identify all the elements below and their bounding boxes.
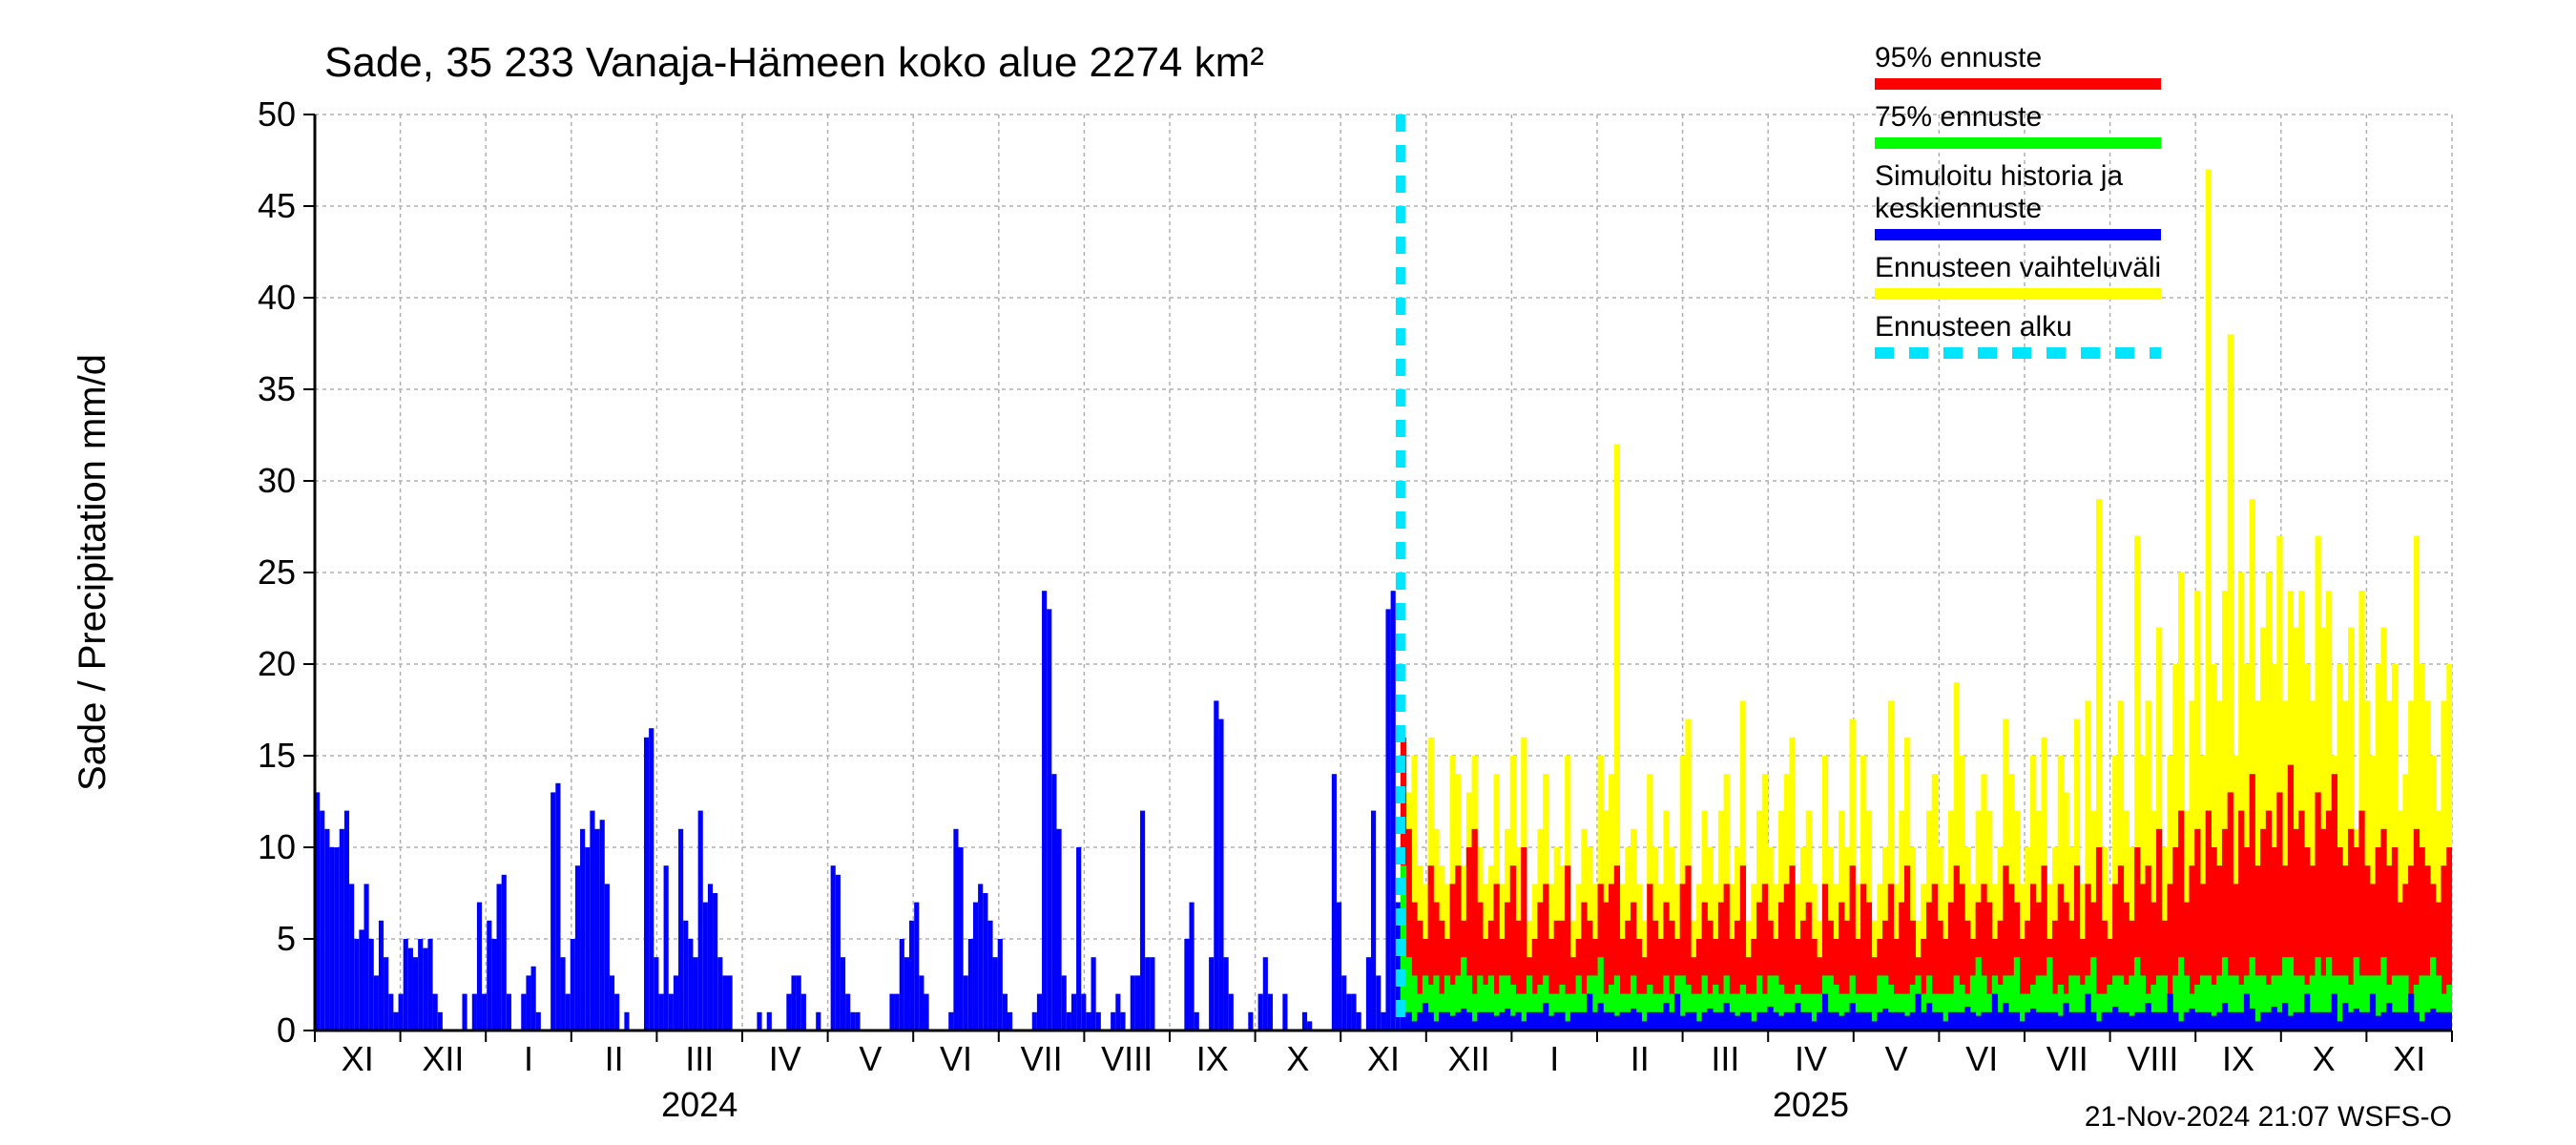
svg-text:2025: 2025 (1773, 1085, 1849, 1124)
svg-text:75% ennuste: 75% ennuste (1875, 101, 2042, 133)
svg-text:0: 0 (277, 1010, 296, 1050)
svg-text:VIII: VIII (1101, 1039, 1153, 1078)
svg-text:35: 35 (258, 369, 296, 408)
svg-text:XII: XII (1448, 1039, 1490, 1078)
svg-text:II: II (1631, 1039, 1650, 1078)
svg-text:IX: IX (2222, 1039, 2254, 1078)
svg-text:XI: XI (2393, 1039, 2425, 1078)
precipitation-chart: 05101520253035404550XIXIIIIIIIIIVVVIVIIV… (0, 0, 2576, 1145)
svg-text:III: III (685, 1039, 714, 1078)
svg-text:III: III (1711, 1039, 1739, 1078)
svg-text:45: 45 (258, 186, 296, 225)
svg-text:30: 30 (258, 461, 296, 500)
svg-text:II: II (605, 1039, 624, 1078)
svg-text:20: 20 (258, 644, 296, 683)
svg-text:Ennusteen alku: Ennusteen alku (1875, 311, 2072, 343)
svg-text:XII: XII (422, 1039, 464, 1078)
y-axis-label: Sade / Precipitation mm/d (72, 354, 114, 791)
chart-title: Sade, 35 233 Vanaja-Hämeen koko alue 227… (324, 39, 1264, 86)
svg-text:10: 10 (258, 827, 296, 866)
svg-text:95% ennuste: 95% ennuste (1875, 42, 2042, 73)
svg-text:XI: XI (1367, 1039, 1400, 1078)
svg-text:V: V (1885, 1039, 1908, 1078)
svg-text:VII: VII (1021, 1039, 1063, 1078)
svg-text:IV: IV (1795, 1039, 1827, 1078)
svg-text:XI: XI (342, 1039, 374, 1078)
svg-text:X: X (1286, 1039, 1309, 1078)
svg-text:VI: VI (940, 1039, 972, 1078)
svg-text:15: 15 (258, 736, 296, 775)
chart-footer: 21-Nov-2024 21:07 WSFS-O (2085, 1101, 2452, 1133)
svg-text:5: 5 (277, 919, 296, 958)
svg-text:I: I (524, 1039, 533, 1078)
svg-text:IX: IX (1196, 1039, 1229, 1078)
svg-text:X: X (2313, 1039, 2336, 1078)
svg-text:VII: VII (2046, 1039, 2088, 1078)
svg-text:IV: IV (769, 1039, 801, 1078)
svg-text:keskiennuste: keskiennuste (1875, 193, 2042, 224)
svg-text:Simuloitu historia ja: Simuloitu historia ja (1875, 160, 2123, 192)
svg-text:40: 40 (258, 278, 296, 317)
svg-text:I: I (1549, 1039, 1559, 1078)
svg-text:Ennusteen vaihteluväli: Ennusteen vaihteluväli (1875, 252, 2161, 283)
svg-text:2024: 2024 (661, 1085, 737, 1124)
svg-text:25: 25 (258, 552, 296, 592)
svg-text:VIII: VIII (2127, 1039, 2178, 1078)
chart-container: 05101520253035404550XIXIIIIIIIIIVVVIVIIV… (0, 0, 2576, 1145)
svg-text:V: V (859, 1039, 882, 1078)
svg-text:50: 50 (258, 94, 296, 134)
svg-text:VI: VI (1965, 1039, 1998, 1078)
